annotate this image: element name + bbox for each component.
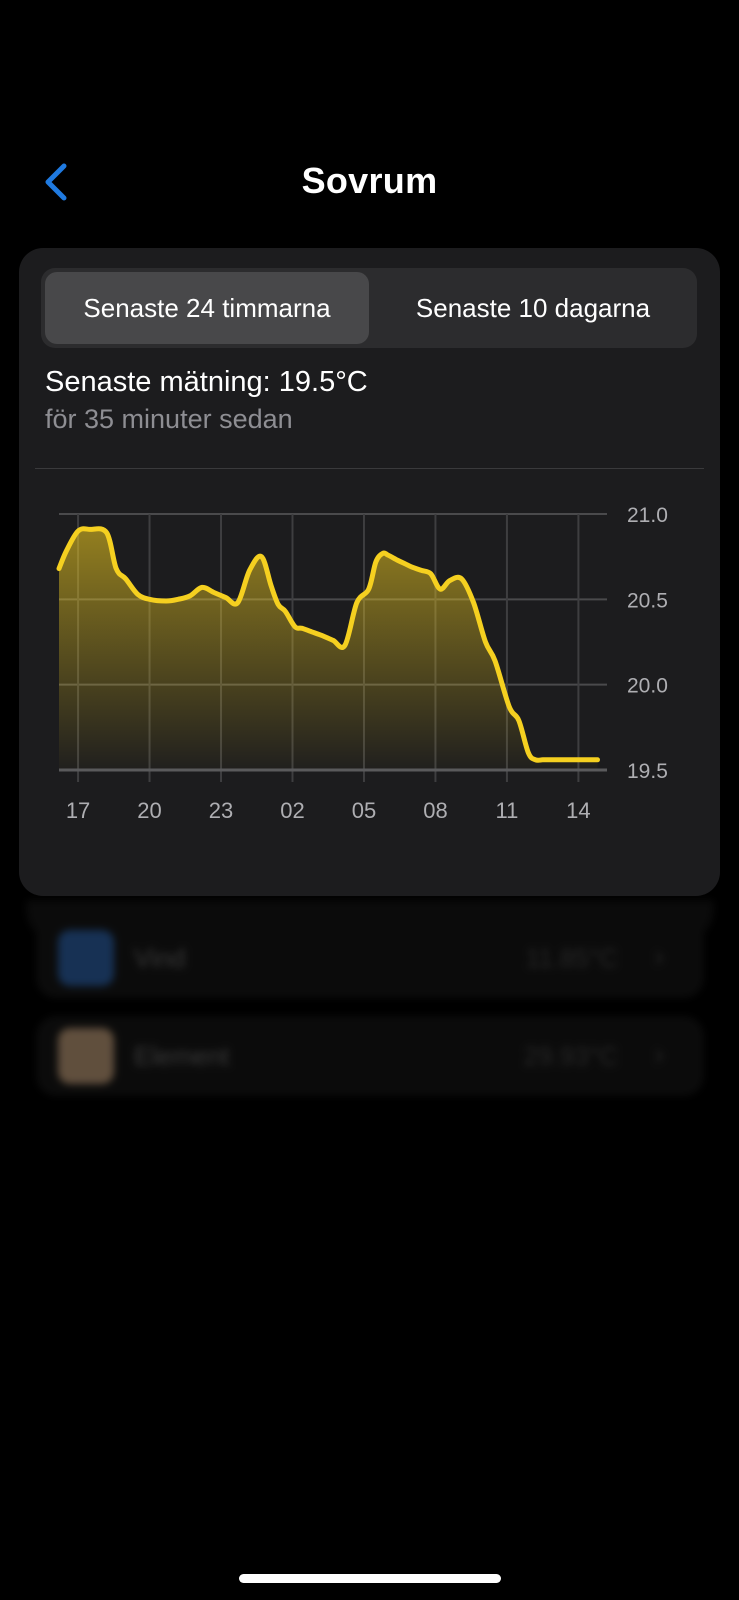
navigation-bar: Sovrum: [0, 150, 739, 210]
chevron-right-icon: ›: [654, 1038, 664, 1071]
x-tick-label: 14: [566, 798, 590, 823]
temperature-series-line: [56, 526, 600, 763]
home-indicator[interactable]: [239, 1574, 501, 1583]
x-tick-label: 17: [66, 798, 90, 823]
list-item-vind[interactable]: Vind 11.85°C ›: [36, 918, 704, 998]
list-item-element[interactable]: Element 29.93°C ›: [36, 1016, 704, 1096]
page-title: Sovrum: [301, 160, 438, 201]
x-tick-label: 11: [496, 798, 519, 823]
tab-last-24-hours[interactable]: Senaste 24 timmarna: [45, 272, 369, 344]
y-tick-label: 20.0: [627, 675, 668, 698]
x-tick-label: 05: [352, 798, 376, 823]
radiator-icon: [58, 1028, 114, 1084]
history-card: Senaste 24 timmarna Senaste 10 dagarna S…: [19, 248, 720, 896]
time-range-segmented-control: Senaste 24 timmarna Senaste 10 dagarna: [41, 268, 697, 348]
y-tick-label: 19.5: [627, 760, 668, 783]
tab-last-10-days[interactable]: Senaste 10 dagarna: [415, 293, 651, 323]
list-item-name: Vind: [134, 943, 186, 973]
latest-measurement: Senaste mätning: 19.5°C: [45, 366, 368, 398]
fan-icon: [58, 930, 114, 986]
divider: [35, 468, 704, 469]
back-button[interactable]: [36, 156, 80, 204]
x-tick-label: 08: [423, 798, 447, 823]
chevron-right-icon: ›: [654, 940, 664, 973]
y-tick-label: 21.0: [627, 504, 668, 527]
list-item-value: 11.85°C: [525, 943, 618, 973]
x-tick-label: 02: [280, 798, 304, 823]
list-item-name: Element: [134, 1041, 230, 1071]
measurement-age: för 35 minuter sedan: [45, 404, 293, 434]
chevron-left-icon: [45, 163, 67, 201]
x-tick-label: 20: [137, 798, 161, 823]
y-tick-label: 20.5: [627, 589, 668, 612]
list-item-value: 29.93°C: [523, 1041, 618, 1071]
x-tick-label: 23: [209, 798, 233, 823]
temperature-chart: 21.0 20.5 20.0 19.5 17 20 23 02 05 08 11 14: [56, 504, 668, 823]
temperature-area: [59, 528, 598, 770]
